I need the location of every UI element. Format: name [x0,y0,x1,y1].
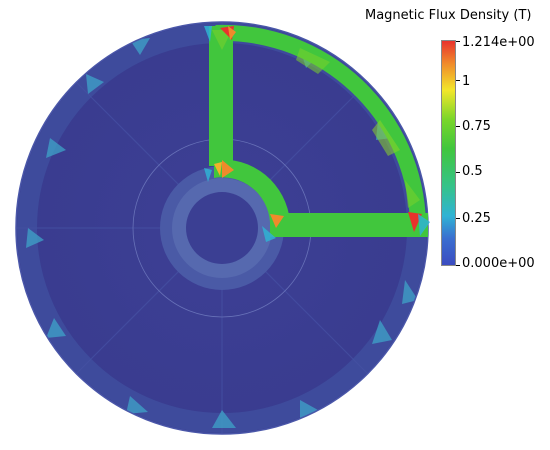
flux-path-horizontal-bar [270,213,428,237]
colorbar-tick-1: 1 [462,74,471,89]
colorbar-tick-0.5: 0.5 [462,164,483,179]
colorbar [441,40,456,266]
legend-title: Magnetic Flux Density (T) [365,8,532,23]
colorbar-tick-0.75: 0.75 [462,119,491,134]
colorbar-tick-0.25: 0.25 [462,211,491,226]
colorbar-max-label: 1.214e+00 [462,35,535,50]
colorbar-min-label: 0.000e+00 [462,256,535,271]
shaft-bore [186,192,258,264]
transition-zones [204,26,430,242]
flux-path-vertical-bar [209,26,233,166]
flux-path-inner-arc [214,159,290,222]
